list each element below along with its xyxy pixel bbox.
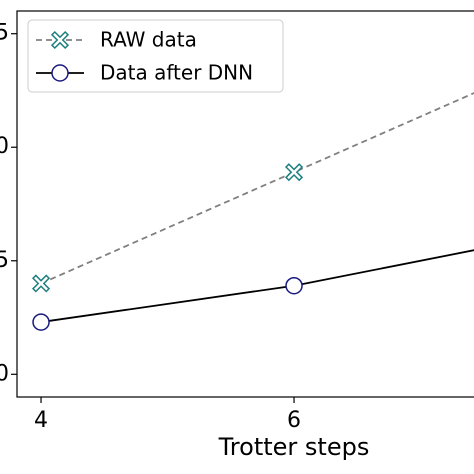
series-line [40, 92, 474, 285]
y-tick-label: 0 [0, 361, 9, 386]
marker [285, 276, 303, 295]
legend-box [27, 19, 284, 93]
series-line [40, 249, 474, 323]
y-tick-label: 10 [0, 134, 9, 159]
x-tick-label: 6 [287, 408, 301, 433]
legend-label: RAW data [100, 28, 197, 52]
marker [284, 163, 304, 182]
marker [51, 64, 69, 82]
marker [50, 30, 70, 50]
marker [31, 274, 51, 293]
plot-area [31, 92, 474, 331]
axes-frame [16, 10, 474, 398]
x-tick-label: 4 [34, 408, 48, 433]
y-tick-label: 15 [0, 21, 9, 46]
y-tick-label: 5 [0, 248, 9, 273]
x-axis-label: Trotter steps [218, 433, 370, 461]
marker [32, 313, 50, 331]
legend: RAW data Data after DNN [27, 19, 284, 93]
legend-label: Data after DNN [100, 61, 253, 85]
